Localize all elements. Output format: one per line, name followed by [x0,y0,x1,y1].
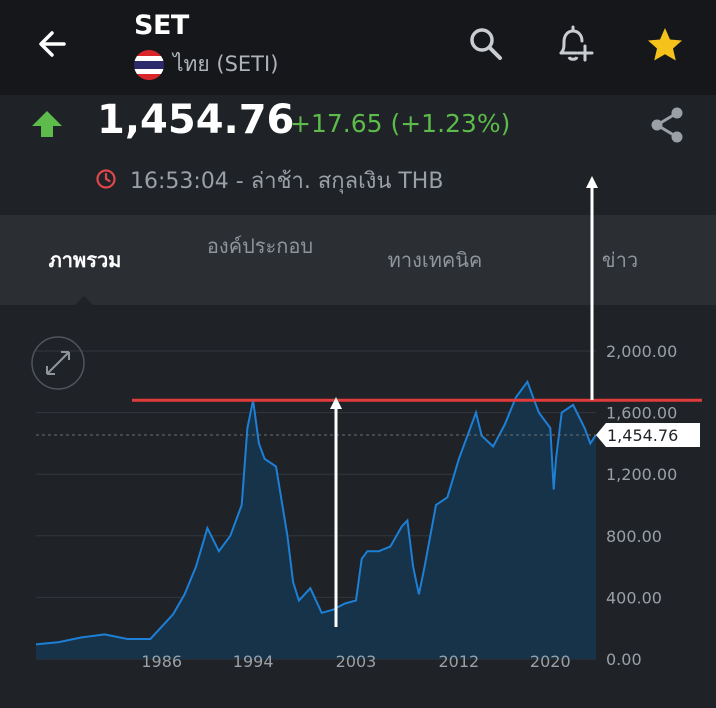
expand-icon [46,351,70,375]
add-alert-button[interactable] [552,22,596,66]
quote-panel: 1,454.76 +17.65 (+1.23%) 16:53:04 - ล่าช… [0,95,716,215]
x-tick-label: 2020 [530,652,571,671]
exchange-row: ไทย (SETI) [134,48,278,81]
price-chart: 2,000.00 1,600.00 1,200.00 800.00 400.00 0.00… [0,180,716,704]
tab-technical[interactable]: ทางเทคนิค [387,248,483,272]
x-tick-label: 1994 [233,652,274,671]
y-tick-label: 1,200.00 [606,465,677,484]
active-tab-pointer [74,296,94,306]
share-button[interactable] [645,103,689,147]
price-chart-svg: 2,000.00 1,600.00 1,200.00 800.00 400.00 0.00… [31,180,702,671]
x-tick-label: 1986 [141,652,182,671]
tab-overview[interactable]: ภาพรวม [48,248,122,272]
y-tick-label: 2,000.00 [606,342,677,361]
app-header: SET ไทย (SETI) [0,0,716,95]
favorite-button[interactable] [644,24,686,66]
search-button[interactable] [466,24,506,64]
quote-status: 16:53:04 - ล่าช้า. สกุลเงิน THB [130,169,444,194]
tab-components[interactable]: องค์ประกอบ [206,234,314,258]
annotation-arrowhead-left [330,397,342,409]
back-button[interactable] [34,24,74,64]
exchange-label: ไทย (SETI) [173,52,279,76]
y-tick-label: 1,600.00 [606,404,677,423]
up-arrow-icon [32,111,62,137]
price-area-fill [36,381,596,659]
y-tick-label: 400.00 [606,588,662,607]
thailand-flag-icon [134,49,164,80]
tab-news[interactable]: ข่าว [601,248,639,272]
current-price-tag [596,422,700,447]
star-icon [648,28,682,61]
share-icon [651,107,683,143]
search-icon [470,28,502,60]
expand-chart-button[interactable] [31,336,85,390]
add-alert-bell-icon [559,25,594,62]
price-line [35,379,597,646]
arrow-left-icon [39,31,66,57]
x-tick-label: 2003 [336,652,377,671]
current-price-label: 1,454.76 [607,426,678,445]
y-tick-label: 800.00 [606,527,662,546]
y-tick-label: 0.00 [606,650,642,669]
ticker-symbol: SET [134,10,189,41]
clock-icon [96,169,116,189]
x-tick-label: 2012 [438,652,479,671]
price-change: +17.65 (+1.23%) [290,109,511,138]
tab-bar: ภาพรวม องค์ประกอบ ทางเทคนิค ข่าว [0,215,716,305]
last-price: 1,454.76 [97,97,295,143]
